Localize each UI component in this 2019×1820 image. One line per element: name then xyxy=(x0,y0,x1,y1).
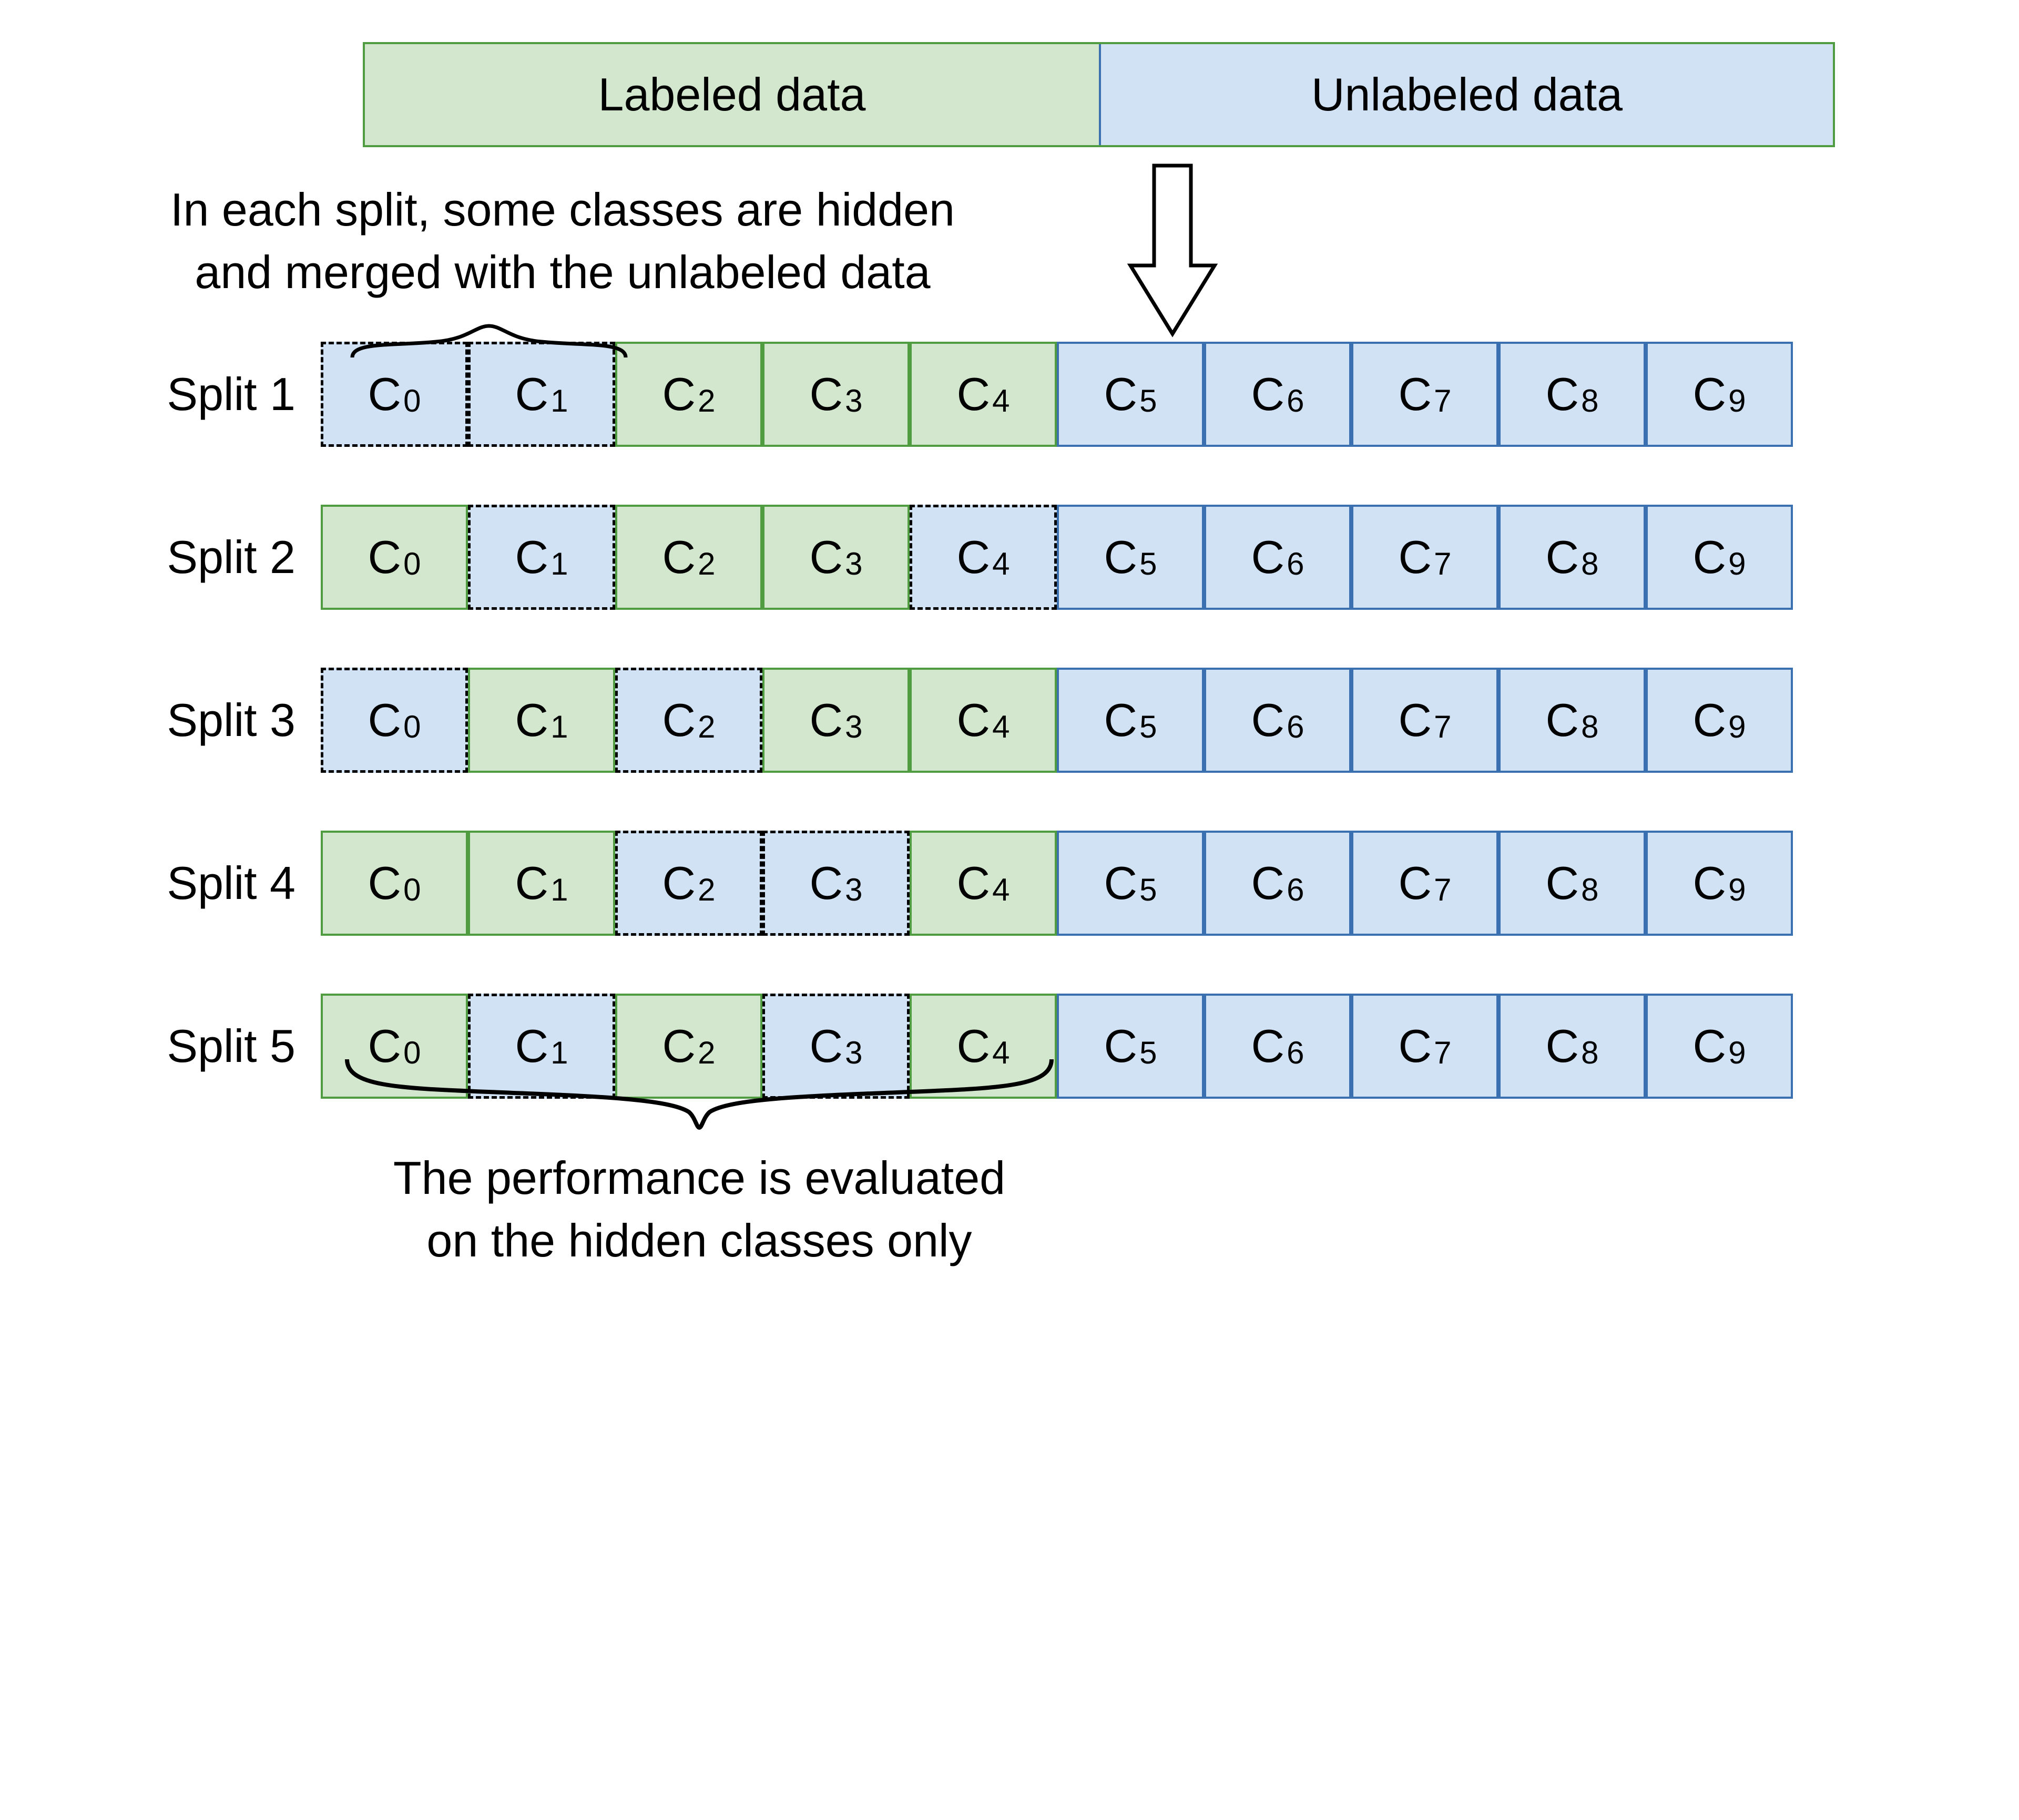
class-cell: C0 xyxy=(321,668,468,773)
class-cell: C2 xyxy=(615,505,762,610)
split-row: Split 4C0C1C2C3C4C5C6C7C8C9 xyxy=(37,831,1982,936)
data-header-bar: Labeled data Unlabeled data xyxy=(363,42,1835,147)
class-cell: C4 xyxy=(910,668,1057,773)
class-cell: C5 xyxy=(1057,342,1204,447)
class-cell: C3 xyxy=(762,342,910,447)
hint-text: In each split, some classes are hidden a… xyxy=(37,179,1088,304)
labeled-data-label: Labeled data xyxy=(598,68,866,121)
class-cell: C6 xyxy=(1204,831,1351,936)
class-cell: C7 xyxy=(1351,505,1498,610)
class-cell: C2 xyxy=(615,668,762,773)
split-label: Split 5 xyxy=(37,1019,321,1073)
class-cell: C7 xyxy=(1351,342,1498,447)
split-label: Split 2 xyxy=(37,530,321,584)
class-cell: C0 xyxy=(321,831,468,936)
class-cell: C5 xyxy=(1057,831,1204,936)
hint-line-2: and merged with the unlabeled data xyxy=(195,246,930,298)
class-cell: C6 xyxy=(1204,668,1351,773)
unlabeled-data-label: Unlabeled data xyxy=(1311,68,1623,121)
class-cell: C9 xyxy=(1646,668,1793,773)
down-arrow-icon xyxy=(1125,160,1220,342)
class-cell: C9 xyxy=(1646,994,1793,1099)
class-cell: C5 xyxy=(1057,994,1204,1099)
class-cell: C9 xyxy=(1646,505,1793,610)
class-cell: C4 xyxy=(910,342,1057,447)
class-cell: C8 xyxy=(1498,994,1646,1099)
class-cell: C6 xyxy=(1204,342,1351,447)
class-cell: C5 xyxy=(1057,505,1204,610)
hint-line-1: In each split, some classes are hidden xyxy=(170,183,955,236)
split-cells: C0C1C2C3C4C5C6C7C8C9 xyxy=(321,668,1793,773)
class-cell: C7 xyxy=(1351,994,1498,1099)
class-cell: C3 xyxy=(762,668,910,773)
class-cell: C1 xyxy=(468,668,615,773)
bottom-line-2: on the hidden classes only xyxy=(426,1214,972,1266)
split-diagram: Labeled data Unlabeled data In each spli… xyxy=(37,42,1982,1099)
class-cell: C6 xyxy=(1204,505,1351,610)
class-cell: C0 xyxy=(321,505,468,610)
class-cell: C7 xyxy=(1351,668,1498,773)
class-cell: C9 xyxy=(1646,342,1793,447)
class-cell: C7 xyxy=(1351,831,1498,936)
class-cell: C8 xyxy=(1498,668,1646,773)
class-cell: C8 xyxy=(1498,342,1646,447)
split-label: Split 1 xyxy=(37,367,321,421)
class-cell: C6 xyxy=(1204,994,1351,1099)
bottom-brace xyxy=(331,1054,1067,1136)
split-label: Split 4 xyxy=(37,856,321,910)
class-cell: C8 xyxy=(1498,831,1646,936)
splits-container: Split 1C0C1C2C3C4C5C6C7C8C9Split 2C0C1C2… xyxy=(37,342,1982,1099)
bottom-text: The performance is evaluated on the hidd… xyxy=(331,1147,1067,1272)
top-bracket xyxy=(331,321,647,365)
class-cell: C9 xyxy=(1646,831,1793,936)
class-cell: C1 xyxy=(468,831,615,936)
labeled-data-header: Labeled data xyxy=(365,44,1099,145)
split-row: Split 2C0C1C2C3C4C5C6C7C8C9 xyxy=(37,505,1982,610)
bottom-line-1: The performance is evaluated xyxy=(393,1152,1005,1204)
class-cell: C2 xyxy=(615,831,762,936)
class-cell: C8 xyxy=(1498,505,1646,610)
class-cell: C4 xyxy=(910,505,1057,610)
split-label: Split 3 xyxy=(37,693,321,747)
split-cells: C0C1C2C3C4C5C6C7C8C9 xyxy=(321,505,1793,610)
split-row: Split 3C0C1C2C3C4C5C6C7C8C9 xyxy=(37,668,1982,773)
class-cell: C4 xyxy=(910,831,1057,936)
class-cell: C3 xyxy=(762,831,910,936)
class-cell: C3 xyxy=(762,505,910,610)
class-cell: C5 xyxy=(1057,668,1204,773)
class-cell: C1 xyxy=(468,505,615,610)
unlabeled-data-header: Unlabeled data xyxy=(1099,44,1833,145)
split-cells: C0C1C2C3C4C5C6C7C8C9 xyxy=(321,831,1793,936)
split-row: Split 1C0C1C2C3C4C5C6C7C8C9 xyxy=(37,342,1982,447)
